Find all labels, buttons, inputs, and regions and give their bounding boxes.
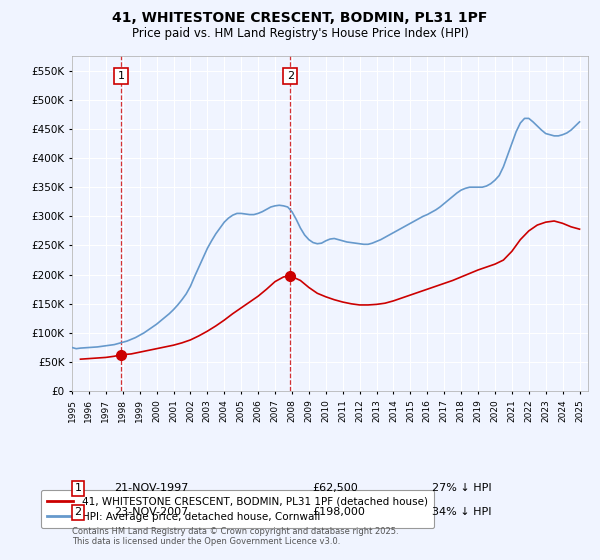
Text: 41, WHITESTONE CRESCENT, BODMIN, PL31 1PF: 41, WHITESTONE CRESCENT, BODMIN, PL31 1P… — [112, 11, 488, 25]
Text: 23-NOV-2007: 23-NOV-2007 — [114, 507, 188, 517]
Text: 1: 1 — [74, 483, 82, 493]
Text: 1: 1 — [118, 71, 125, 81]
Text: 21-NOV-1997: 21-NOV-1997 — [114, 483, 188, 493]
Text: 34% ↓ HPI: 34% ↓ HPI — [432, 507, 491, 517]
Text: £198,000: £198,000 — [312, 507, 365, 517]
Text: Contains HM Land Registry data © Crown copyright and database right 2025.
This d: Contains HM Land Registry data © Crown c… — [72, 526, 398, 546]
Text: Price paid vs. HM Land Registry's House Price Index (HPI): Price paid vs. HM Land Registry's House … — [131, 27, 469, 40]
Text: 2: 2 — [74, 507, 82, 517]
Text: 27% ↓ HPI: 27% ↓ HPI — [432, 483, 491, 493]
Legend: 41, WHITESTONE CRESCENT, BODMIN, PL31 1PF (detached house), HPI: Average price, : 41, WHITESTONE CRESCENT, BODMIN, PL31 1P… — [41, 491, 434, 528]
Text: 2: 2 — [287, 71, 294, 81]
Text: £62,500: £62,500 — [312, 483, 358, 493]
